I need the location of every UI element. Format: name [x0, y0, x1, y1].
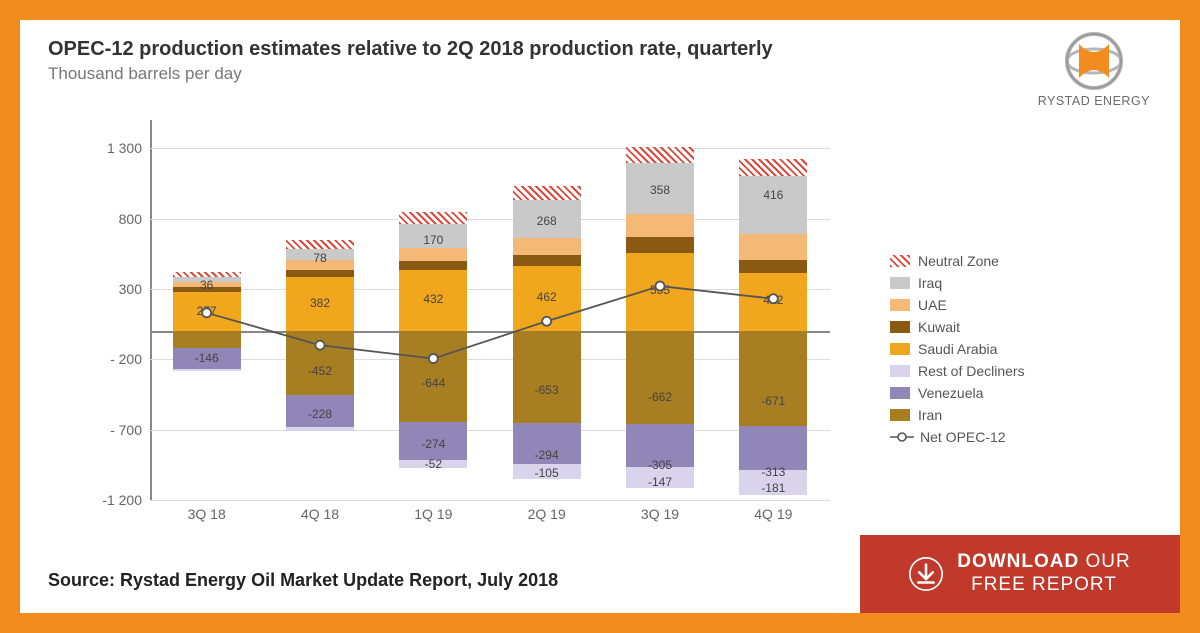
legend-item: Net OPEC-12 [890, 426, 1025, 448]
plot-area: -1 200- 700- 200 300 8001 3003Q 184Q 181… [150, 120, 830, 500]
legend-line-icon [890, 431, 914, 443]
legend-item: Rest of Decliners [890, 360, 1025, 382]
legend-item: Kuwait [890, 316, 1025, 338]
legend-label: Iran [918, 407, 942, 423]
legend-swatch [890, 365, 910, 377]
legend-label: Iraq [918, 275, 942, 291]
legend-label: Venezuela [918, 385, 983, 401]
gridline [150, 500, 830, 501]
legend-swatch [890, 387, 910, 399]
chart-title: OPEC-12 production estimates relative to… [48, 38, 773, 61]
x-tick-label: 3Q 19 [641, 506, 679, 522]
legend-item: UAE [890, 294, 1025, 316]
legend-item: Neutral Zone [890, 250, 1025, 272]
card: OPEC-12 production estimates relative to… [20, 20, 1180, 613]
y-tick-label: 1 300 [107, 140, 142, 156]
logo: RYSTAD ENERGY [1038, 30, 1150, 108]
legend: Neutral Zone Iraq UAE Kuwait Saudi Arabia Res… [890, 250, 1025, 448]
legend-swatch [890, 321, 910, 333]
legend-swatch [890, 277, 910, 289]
y-tick-label: 800 [119, 211, 142, 227]
y-tick-label: 300 [119, 281, 142, 297]
source-text: Source: Rystad Energy Oil Market Update … [48, 570, 558, 591]
net-line [150, 120, 830, 500]
chart-subtitle: Thousand barrels per day [48, 64, 242, 84]
y-tick-label: -1 200 [102, 492, 142, 508]
legend-label: Neutral Zone [918, 253, 999, 269]
legend-label: Net OPEC-12 [920, 429, 1006, 445]
y-tick-label: - 200 [110, 351, 142, 367]
legend-swatch [890, 409, 910, 421]
x-tick-label: 2Q 19 [528, 506, 566, 522]
globe-icon [1063, 30, 1125, 92]
download-icon [909, 557, 943, 591]
legend-item: Saudi Arabia [890, 338, 1025, 360]
legend-swatch [890, 255, 910, 267]
legend-item: Iran [890, 404, 1025, 426]
legend-swatch [890, 299, 910, 311]
legend-label: Saudi Arabia [918, 341, 997, 357]
x-tick-label: 3Q 18 [188, 506, 226, 522]
x-tick-label: 4Q 19 [754, 506, 792, 522]
x-tick-label: 4Q 18 [301, 506, 339, 522]
legend-item: Venezuela [890, 382, 1025, 404]
legend-label: UAE [918, 297, 947, 313]
download-cta[interactable]: DOWNLOAD OURFREE REPORT [860, 535, 1180, 613]
x-tick-label: 1Q 19 [414, 506, 452, 522]
chart-area: -1 200 - 700 - 200 300 800 1 300 3Q 18 4Q 18 1… [80, 110, 860, 550]
y-tick-label: - 700 [110, 422, 142, 438]
legend-swatch [890, 343, 910, 355]
legend-item: Iraq [890, 272, 1025, 294]
cta-text: DOWNLOAD OURFREE REPORT [957, 551, 1130, 597]
legend-label: Rest of Decliners [918, 363, 1025, 379]
legend-label: Kuwait [918, 319, 960, 335]
logo-text: RYSTAD ENERGY [1038, 94, 1150, 108]
